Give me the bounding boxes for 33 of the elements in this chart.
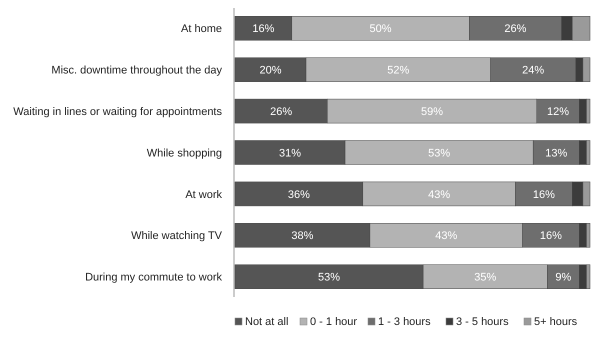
y-tick-label: At home <box>181 23 222 36</box>
data-label: 53% <box>428 147 450 160</box>
data-label: 26% <box>270 106 292 118</box>
data-label: 16% <box>532 188 556 201</box>
legend-label: 1 - 3 hours <box>378 316 432 328</box>
data-label: 53% <box>318 272 340 284</box>
legend-label: Not at all <box>245 316 288 328</box>
y-tick-label: While shopping <box>146 147 222 160</box>
data-label: 20% <box>259 64 282 77</box>
data-label: 16% <box>252 23 275 36</box>
data-label: 24% <box>522 64 544 77</box>
data-label: 31% <box>279 147 302 160</box>
y-tick-label: During my commute to work <box>85 272 222 284</box>
data-label: 13% <box>545 147 568 160</box>
legend-label: 3 - 5 hours <box>456 316 510 328</box>
data-label: 43% <box>435 230 458 242</box>
data-label: 50% <box>370 23 392 36</box>
data-label: 26% <box>504 23 527 36</box>
y-tick-label: Misc. downtime throughout the day <box>51 64 222 77</box>
data-label: 43% <box>428 188 450 201</box>
data-label: 36% <box>288 188 310 201</box>
data-label: 59% <box>421 106 444 118</box>
legend-label: 5+ hours <box>534 316 578 328</box>
data-label: 35% <box>474 272 496 284</box>
data-label: 38% <box>291 230 314 242</box>
legend-label: 0 - 1 hour <box>310 316 358 328</box>
data-label: 12% <box>547 106 570 118</box>
y-tick-label: Waiting in lines or waiting for appointments <box>13 106 222 118</box>
y-tick-label: At work <box>185 188 222 201</box>
data-label: 52% <box>387 64 410 77</box>
data-label: 16% <box>540 230 562 242</box>
y-tick-label: While watching TV <box>131 230 223 242</box>
data-label: 9% <box>555 272 572 284</box>
